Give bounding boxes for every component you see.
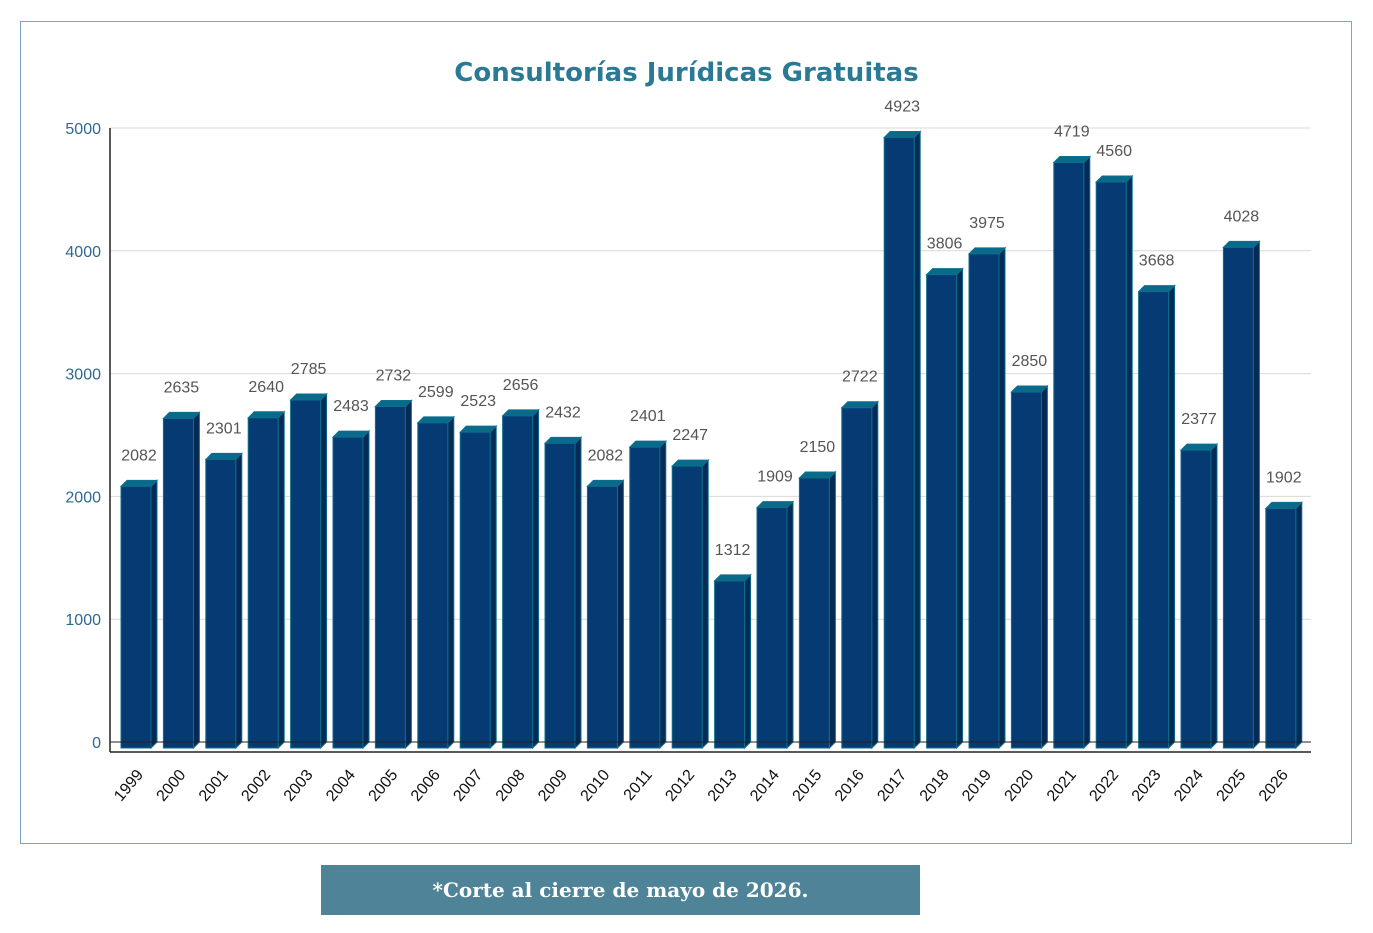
value-label: 2523 <box>460 393 496 410</box>
bar <box>162 411 201 750</box>
x-tick-label: 2017 <box>874 767 910 805</box>
bar <box>1137 284 1176 750</box>
x-tick-label: 2002 <box>238 767 274 805</box>
value-label: 2483 <box>333 398 369 415</box>
value-label: 2082 <box>121 447 157 464</box>
bar <box>331 429 371 750</box>
value-label: 2082 <box>588 447 624 464</box>
value-label: 3668 <box>1139 253 1175 270</box>
bar <box>1010 384 1049 750</box>
bar <box>1264 501 1304 750</box>
bar <box>586 479 625 750</box>
x-tick-label: 2005 <box>366 767 402 805</box>
value-label: 1902 <box>1266 469 1302 486</box>
bar <box>119 479 159 750</box>
bar <box>1052 155 1092 750</box>
value-label: 2401 <box>630 408 666 425</box>
bar <box>246 410 286 750</box>
bar-chart: 0 1000 2000 3000 4000 5000 2082 2635 2301 2640 27… <box>65 98 1311 805</box>
y-tick-label: 3000 <box>65 367 101 384</box>
y-tick-label: 2000 <box>65 489 101 506</box>
bar <box>1179 442 1219 750</box>
axes <box>109 128 1311 753</box>
x-tick-label: 2014 <box>747 767 783 805</box>
x-tick-label: 2012 <box>662 767 698 805</box>
bar <box>967 246 1007 750</box>
bar <box>670 458 710 750</box>
value-label: 2732 <box>376 368 412 385</box>
x-tick-label: 2009 <box>535 767 571 805</box>
x-tick-label: 2016 <box>832 767 868 805</box>
value-label: 3806 <box>927 236 963 253</box>
value-label: 4560 <box>1096 143 1132 160</box>
y-tick-label: 0 <box>92 735 101 752</box>
value-label: 2150 <box>800 439 836 456</box>
x-tick-label: 2020 <box>1002 767 1038 805</box>
value-labels: 2082 2635 2301 2640 2785 2483 2732 2599 2523 2656… <box>121 98 1301 558</box>
bar <box>882 130 922 750</box>
value-label: 2432 <box>545 404 581 421</box>
x-tick-label: 2019 <box>959 767 995 805</box>
y-tick-label: 1000 <box>65 612 101 629</box>
bar <box>501 408 540 750</box>
footnote-banner: *Corte al cierre de mayo de 2026. <box>321 865 920 915</box>
x-tick-label: 2018 <box>917 767 953 805</box>
y-tick-label: 4000 <box>65 244 101 261</box>
bars <box>119 130 1304 750</box>
value-label: 2722 <box>842 369 878 386</box>
y-axis-labels: 0 1000 2000 3000 4000 5000 <box>65 121 101 752</box>
value-label: 1909 <box>757 469 793 486</box>
bar <box>458 424 498 750</box>
x-tick-label: 2011 <box>621 767 656 804</box>
x-tick-label: 2007 <box>450 767 486 805</box>
bar <box>798 470 837 750</box>
x-tick-label: 2003 <box>281 767 317 805</box>
bar <box>1222 240 1261 750</box>
bar <box>543 436 583 750</box>
bar <box>416 415 456 750</box>
y-tick-label: 5000 <box>65 121 101 138</box>
value-label: 1312 <box>715 542 751 559</box>
value-label: 2850 <box>1012 353 1048 370</box>
x-tick-label: 2022 <box>1086 767 1122 805</box>
x-tick-label: 2015 <box>790 767 826 805</box>
bar <box>755 500 795 750</box>
x-tick-label: 2006 <box>408 767 444 805</box>
bar <box>374 399 413 750</box>
value-label: 2635 <box>164 379 200 396</box>
x-tick-label: 2025 <box>1214 767 1250 805</box>
chart-title: Consultorías Jurídicas Gratuitas <box>454 58 919 88</box>
bar <box>925 267 964 750</box>
value-label: 2640 <box>248 379 284 396</box>
x-tick-label: 2024 <box>1171 767 1207 805</box>
value-label: 2301 <box>206 420 242 437</box>
bar <box>713 573 752 750</box>
bar <box>1094 174 1134 750</box>
value-label: 2599 <box>418 384 454 401</box>
bar <box>289 392 328 750</box>
x-tick-label: 2008 <box>493 767 529 805</box>
value-label: 4719 <box>1054 124 1090 141</box>
x-tick-label: 2001 <box>196 767 232 805</box>
bar <box>628 439 668 750</box>
x-tick-label: 2023 <box>1129 767 1165 805</box>
x-tick-label: 2026 <box>1256 767 1292 805</box>
value-label: 4028 <box>1224 208 1260 225</box>
value-label: 2785 <box>291 361 327 378</box>
value-label: 3975 <box>969 215 1005 232</box>
value-label: 2247 <box>672 427 708 444</box>
value-label: 2656 <box>503 377 539 394</box>
x-tick-label: 2004 <box>323 767 359 805</box>
x-tick-label: 2013 <box>705 767 741 805</box>
x-tick-label: 2021 <box>1044 767 1080 805</box>
x-tick-label: 2000 <box>154 767 190 805</box>
x-tick-label: 1999 <box>111 767 147 805</box>
value-label: 4923 <box>884 98 920 115</box>
bar <box>840 400 880 750</box>
value-label: 2377 <box>1181 411 1217 428</box>
bar <box>204 452 244 750</box>
x-tick-label: 2010 <box>578 767 614 805</box>
x-axis-labels: 1999 2000 2001 2002 2003 2004 2005 2006 2007 2008… <box>111 767 1292 805</box>
